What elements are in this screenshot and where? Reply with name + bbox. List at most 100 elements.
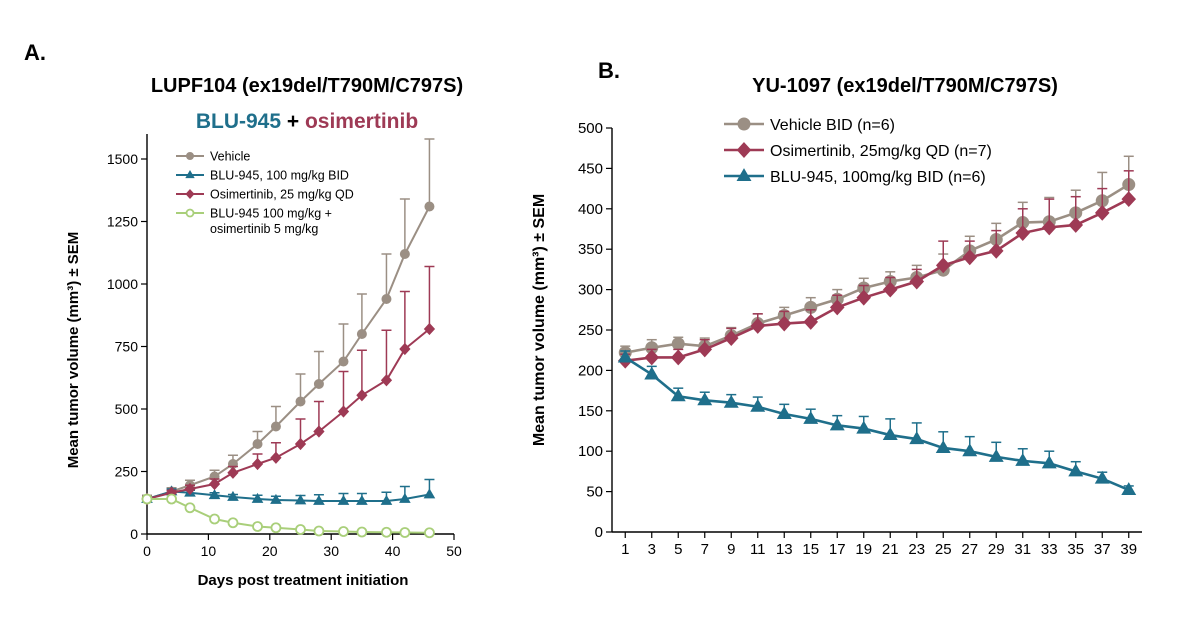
x-tick-label: 19 (855, 541, 872, 558)
series-combo (141, 493, 435, 539)
legend-label: Vehicle BID (n=6) (770, 117, 895, 134)
data-point (1094, 204, 1110, 221)
legend-label: BLU-945, 100 mg/kg BID (210, 169, 349, 183)
data-point (424, 527, 435, 539)
data-point (381, 294, 392, 304)
data-point (294, 494, 307, 505)
data-point (423, 488, 436, 499)
data-point (423, 322, 436, 336)
data-point (644, 366, 660, 380)
panel-a-title: LUPF104 (ex19del/T790M/C797S) (151, 75, 463, 97)
data-point (337, 494, 350, 505)
data-point (356, 329, 367, 339)
data-point (313, 494, 325, 505)
y-tick-label: 1250 (107, 214, 138, 230)
subtitle-blu945: BLU-945 (196, 110, 282, 133)
data-point (803, 410, 819, 424)
data-point (252, 439, 263, 449)
x-tick-label: 21 (882, 541, 899, 558)
x-tick-label: 7 (701, 541, 709, 558)
data-point (1068, 463, 1084, 477)
data-point (424, 201, 435, 212)
y-tick-label: 450 (578, 160, 603, 177)
data-point (697, 392, 713, 406)
data-point (270, 493, 282, 504)
data-point (356, 494, 368, 505)
panel-b-ylabel: Mean tumor volume (mm³) ± SEM (531, 194, 548, 446)
data-point (184, 482, 196, 496)
data-point (988, 448, 1004, 462)
data-point (208, 477, 221, 491)
data-point (313, 425, 325, 438)
data-point (251, 457, 264, 471)
data-point (723, 394, 739, 408)
panel-a-ylabel: Mean tumor volume (mm³) ± SEM (65, 232, 82, 469)
x-tick-label: 35 (1067, 541, 1084, 558)
series-vehicle (142, 138, 435, 504)
data-point (270, 451, 282, 464)
data-point (313, 525, 325, 537)
panel-a-label: A. (24, 40, 46, 65)
data-point (671, 337, 685, 351)
legend-marker (185, 208, 195, 218)
x-tick-label: 15 (802, 541, 819, 558)
legend-marker (736, 168, 752, 181)
legend: Vehicle BID (n=6) Osimertinib, 25mg/kg QD… (724, 117, 992, 186)
data-point (909, 431, 925, 445)
data-point (829, 417, 845, 431)
data-point (670, 388, 686, 402)
x-tick-label: 17 (829, 541, 846, 558)
data-point (962, 443, 978, 457)
data-point (962, 249, 978, 266)
data-point (270, 522, 282, 534)
data-point (381, 526, 392, 538)
series-line (624, 356, 1130, 492)
y-tick-label: 300 (578, 282, 603, 299)
series-osimertinib (141, 265, 436, 506)
data-point (295, 396, 306, 407)
y-tick-label: 100 (578, 443, 603, 460)
y-tick-label: 1500 (107, 151, 138, 167)
x-tick-label: 33 (1041, 541, 1058, 558)
data-point (338, 356, 349, 367)
data-point (776, 406, 792, 420)
x-tick-label: 13 (776, 541, 793, 558)
x-tick-label: 39 (1120, 541, 1137, 558)
legend-label: osimertinib 5 mg/kg (210, 222, 318, 236)
y-tick-label: 150 (578, 403, 603, 420)
data-point (1015, 452, 1031, 466)
data-point (380, 494, 393, 505)
data-point (356, 526, 368, 538)
y-tick-label: 200 (578, 362, 603, 379)
data-point (723, 330, 739, 347)
x-tick-label: 25 (935, 541, 952, 558)
data-point (1041, 455, 1057, 469)
data-point (829, 299, 845, 316)
legend-label: Vehicle (210, 150, 250, 164)
y-tick-label: 500 (578, 120, 603, 137)
data-point (935, 440, 951, 453)
x-tick-label: 40 (385, 543, 401, 559)
x-tick-label: 20 (262, 543, 278, 559)
x-tick-label: 0 (143, 543, 151, 559)
data-point (856, 289, 872, 306)
series-vehicle (618, 155, 1136, 360)
y-tick-label: 0 (595, 524, 603, 541)
series-osimertinib (617, 170, 1137, 369)
data-point (294, 437, 307, 451)
legend: Vehicle BLU-945, 100 mg/kg BID Osimertinib… (176, 150, 354, 236)
series-blu945 (617, 349, 1137, 495)
panel-b-label: B. (598, 58, 620, 83)
data-point (1015, 225, 1031, 241)
subtitle-osimertinib: osimertinib (305, 110, 418, 133)
panel-a-chart: 0 250 500 750 1000 1250 1500 0 10 20 30 40 50 Vehicle… (107, 134, 462, 559)
legend-marker (737, 117, 751, 131)
data-point (338, 526, 349, 537)
data-point (209, 513, 220, 525)
data-point (295, 524, 306, 535)
data-point (1041, 219, 1057, 236)
data-point (141, 493, 153, 505)
legend-marker (736, 142, 752, 158)
data-point (208, 489, 221, 500)
